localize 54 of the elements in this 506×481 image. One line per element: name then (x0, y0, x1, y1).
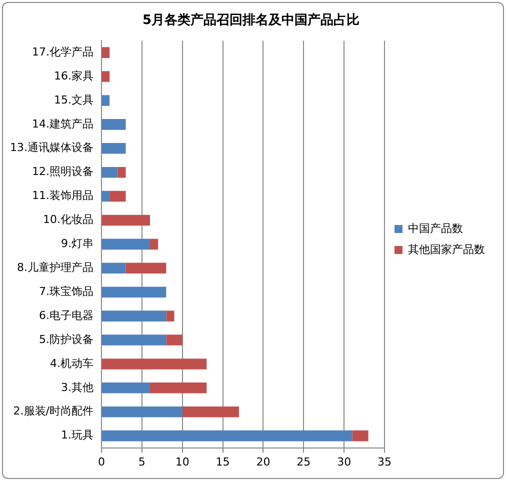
bar (102, 382, 150, 394)
y-tick-label: 11.装饰用品 (32, 189, 94, 202)
y-tick-label: 17.化学产品 (32, 45, 94, 58)
bar (118, 166, 126, 178)
bar (110, 190, 126, 202)
y-tick-label: 15.文具 (54, 93, 94, 106)
y-tick-label: 4.机动车 (50, 356, 94, 370)
x-tick-label: 5 (138, 455, 146, 468)
bar (102, 166, 118, 178)
bar (126, 262, 166, 274)
legend-label: 中国产品数 (408, 222, 463, 235)
x-tick-label: 30 (337, 455, 352, 468)
bar (102, 95, 110, 106)
x-tick-label: 0 (98, 455, 105, 468)
bar (102, 238, 150, 250)
y-tick-label: 14.建筑产品 (32, 117, 94, 130)
bar (102, 334, 166, 346)
bar (150, 382, 207, 394)
bar (102, 71, 110, 82)
y-tick-label: 13.通讯媒体设备 (10, 141, 94, 154)
bar (150, 238, 158, 250)
y-tick-label: 8.儿童护理产品 (16, 261, 94, 274)
y-tick-label: 1.玩具 (60, 428, 94, 442)
x-tick-label: 25 (296, 455, 311, 468)
y-tick-label: 3.其他 (60, 380, 94, 394)
y-tick-label: 6.电子电器 (38, 308, 94, 322)
bar (352, 430, 368, 442)
bar (102, 143, 126, 154)
y-tick-label: 9.灯串 (60, 237, 94, 250)
y-tick-label: 12.照明设备 (32, 165, 94, 178)
bar (102, 47, 110, 58)
chart-title: 5月各类产品召回排名及中国产品占比 (142, 12, 360, 28)
bar (102, 119, 126, 130)
y-tick-label: 16.家具 (54, 69, 94, 82)
bar (102, 310, 166, 322)
bar (102, 190, 110, 202)
bar (166, 334, 182, 346)
bar (102, 262, 126, 274)
bar (102, 286, 166, 298)
y-tick-label: 5.防护设备 (38, 332, 94, 346)
bar (166, 310, 174, 322)
bar (102, 214, 150, 226)
bar (102, 358, 207, 370)
x-tick-label: 35 (378, 455, 392, 468)
y-tick-label: 10.化妆品 (42, 213, 94, 226)
bar (102, 406, 182, 418)
y-tick-label: 2.服装/时尚配件 (13, 404, 94, 418)
bar (102, 430, 352, 442)
bar (182, 406, 239, 418)
x-tick-label: 10 (175, 455, 190, 468)
legend-label: 其他国家产品数 (408, 242, 485, 256)
y-tick-label: 7.珠宝饰品 (38, 284, 94, 298)
x-tick-label: 20 (256, 455, 270, 468)
x-tick-label: 15 (216, 455, 230, 468)
